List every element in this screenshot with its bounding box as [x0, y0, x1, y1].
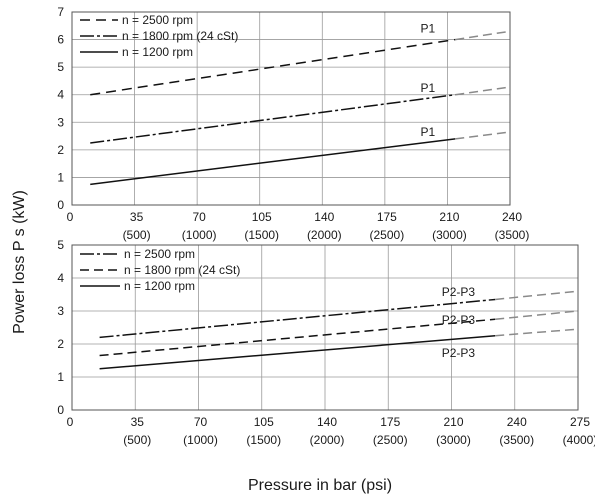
- chart-1-x-tick-label: 175: [377, 210, 397, 224]
- chart-2-series-1-line: [99, 298, 496, 339]
- chart-1-series-3-line: [90, 138, 456, 186]
- chart-1-series-annotation: P1: [421, 22, 436, 36]
- chart-2-series-annotation: P2-P3: [442, 313, 476, 327]
- chart-1-y-tick-label: 4: [57, 88, 64, 102]
- chart-2-x-tick-label: 240: [507, 415, 527, 429]
- chart-1-x-tick-psi-label: (1000): [182, 228, 217, 242]
- chart-1-x-tick-label: 210: [439, 210, 459, 224]
- chart-2-y-tick-label: 1: [57, 370, 64, 384]
- chart-2-y-tick-label: 2: [57, 337, 64, 351]
- chart-1-x-tick-label: 35: [130, 210, 144, 224]
- chart-2-x-tick-psi-label: (3500): [499, 433, 534, 447]
- chart-2-legend-label: n = 1200 rpm: [124, 279, 195, 293]
- chart-1-y-tick-label: 6: [57, 33, 64, 47]
- chart-1-y-tick-label: 7: [57, 5, 64, 19]
- chart-1-x-tick-psi-label: (3500): [495, 228, 530, 242]
- chart-2-x-tick-psi-label: (4000): [563, 433, 595, 447]
- chart-1-x-tick-psi-label: (2500): [370, 228, 405, 242]
- chart-1-series-annotation: P1: [421, 125, 436, 139]
- chart-2-x-tick-psi-label: (3000): [436, 433, 471, 447]
- chart-2-plot-frame: [71, 244, 579, 411]
- chart-2-series-2-line: [99, 318, 496, 357]
- chart-2-y-tick-label: 3: [57, 304, 64, 318]
- chart-2-legend-label: n = 2500 rpm: [124, 247, 195, 261]
- chart-2-series-3-line: [99, 335, 496, 370]
- chart-1-y-tick-label: 3: [57, 115, 64, 129]
- chart-1-x-tick-label: 0: [67, 210, 74, 224]
- chart-2-y-tick-label: 5: [57, 238, 64, 252]
- chart-1-x-tick-label: 70: [192, 210, 206, 224]
- chart-1-y-tick-label: 2: [57, 143, 64, 157]
- x-axis-label: Pressure in bar (psi): [248, 477, 392, 494]
- chart-2-x-tick-label: 140: [317, 415, 337, 429]
- chart-2-x-tick-label: 0: [67, 415, 74, 429]
- chart-2-x-tick-psi-label: (2000): [310, 433, 345, 447]
- chart-1-x-tick-psi-label: (3000): [432, 228, 467, 242]
- chart-1-y-tick-label: 0: [57, 198, 64, 212]
- chart-1-x-tick-label: 105: [252, 210, 272, 224]
- chart-2-x-tick-label: 275: [570, 415, 590, 429]
- chart-1-x-tick-psi-label: (500): [123, 228, 151, 242]
- chart-1-x-tick-label: 140: [314, 210, 334, 224]
- chart-2-legend-label: n = 1800 rpm (24 cSt): [124, 263, 240, 277]
- chart-2-x-tick-psi-label: (2500): [373, 433, 408, 447]
- chart-1-series-2-extension: [455, 86, 511, 96]
- chart-2-x-tick-label: 35: [131, 415, 145, 429]
- chart-1-x-tick-psi-label: (2000): [307, 228, 342, 242]
- chart-1-legend-label: n = 2500 rpm: [122, 13, 193, 27]
- chart-1-x-tick-label: 240: [502, 210, 522, 224]
- y-axis-label: Power loss P s (kW): [11, 190, 28, 334]
- chart-2-y-tick-label: 4: [57, 271, 64, 285]
- chart-2-series-annotation: P2-P3: [442, 285, 476, 299]
- chart-1-plot-frame: [71, 11, 511, 206]
- chart-2-x-tick-psi-label: (1000): [183, 433, 218, 447]
- chart-2-x-tick-label: 175: [380, 415, 400, 429]
- chart-1-series-3-extension: [455, 131, 511, 140]
- chart-2-y-tick-label: 0: [57, 403, 64, 417]
- chart-2-series-3-extension: [495, 328, 579, 337]
- chart-1-y-tick-label: 1: [57, 170, 64, 184]
- chart-2-x-tick-label: 70: [194, 415, 208, 429]
- chart-2-x-tick-label: 210: [443, 415, 463, 429]
- chart-2-x-tick-psi-label: (1500): [246, 433, 281, 447]
- chart-1-series-1-extension: [455, 30, 511, 41]
- chart-2-x-tick-label: 105: [254, 415, 274, 429]
- chart-1-x-tick-psi-label: (1500): [244, 228, 279, 242]
- chart-1-series-2-line: [90, 93, 456, 144]
- chart-1-y-tick-label: 5: [57, 60, 64, 74]
- chart-1-series-1-line: [90, 38, 456, 96]
- chart-2-series-2-extension: [495, 310, 579, 320]
- chart-1-series-annotation: P1: [421, 81, 436, 95]
- chart-2-series-annotation: P2-P3: [442, 346, 476, 360]
- chart-1-legend-label: n = 1200 rpm: [122, 45, 193, 59]
- chart-2-x-tick-psi-label: (500): [123, 433, 151, 447]
- chart-1-legend-label: n = 1800 rpm (24 cSt): [122, 29, 238, 43]
- chart-2-series-1-extension: [495, 290, 579, 301]
